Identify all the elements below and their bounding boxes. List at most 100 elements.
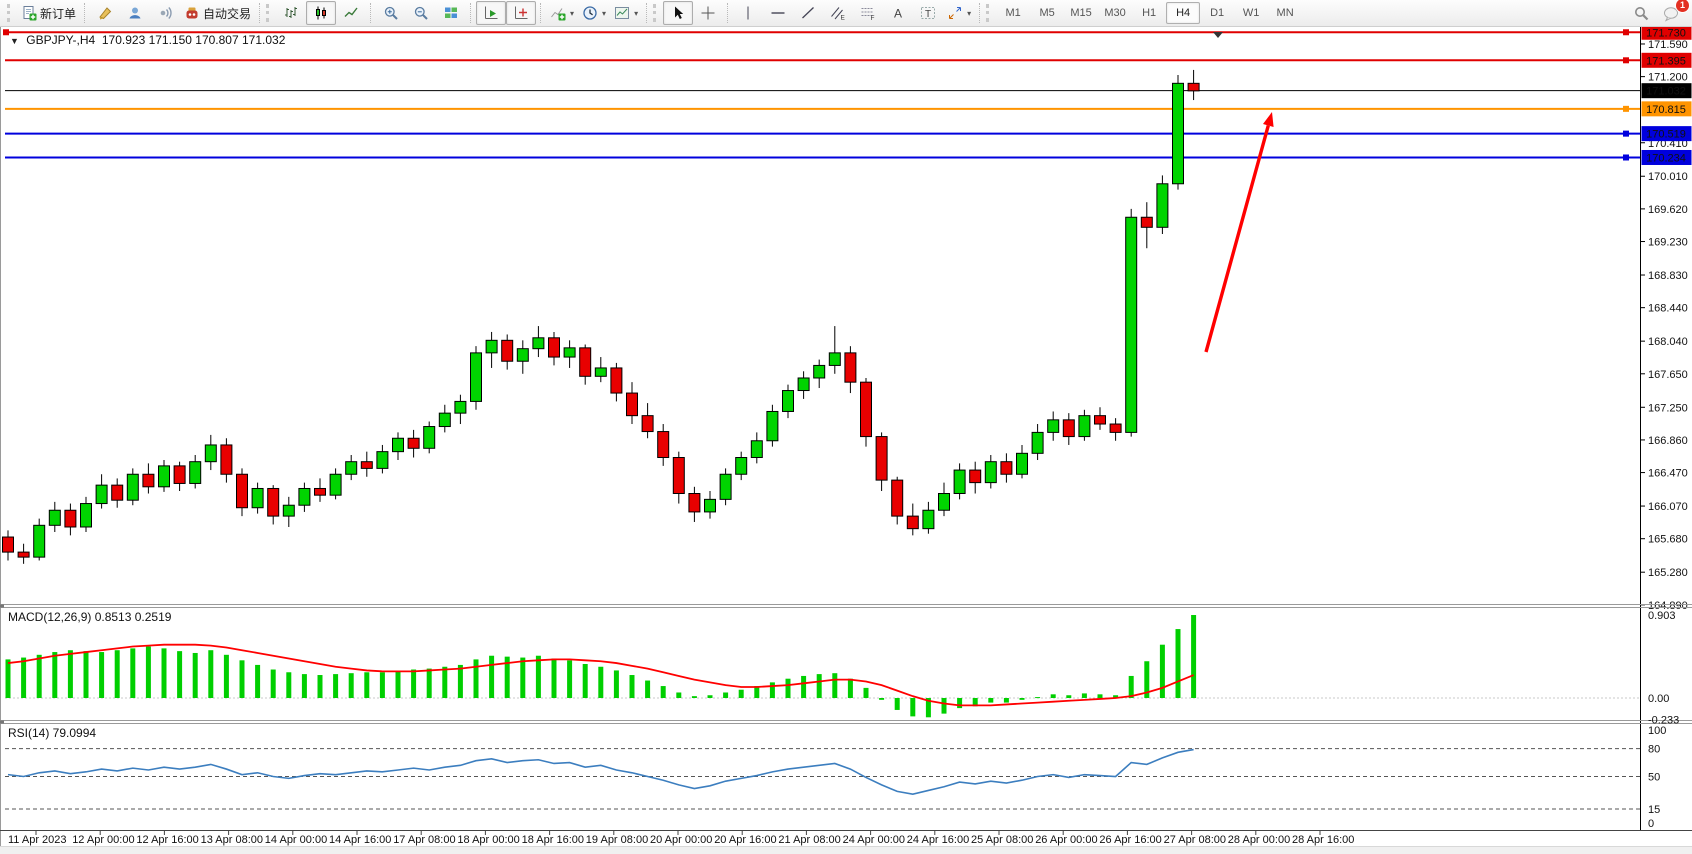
candle-body — [314, 487, 326, 496]
hline-handle[interactable] — [1623, 29, 1629, 36]
timeframe-m1[interactable]: M1 — [1005, 7, 1021, 19]
macd-bar — [1050, 694, 1056, 698]
timeframe-mn[interactable]: MN — [1276, 7, 1294, 19]
rsi-axis-label: 80 — [1648, 744, 1660, 756]
cursor-button[interactable] — [663, 1, 694, 25]
notifications-button[interactable]: 1 — [1656, 0, 1690, 25]
arrows-button[interactable]: ▾ — [943, 1, 975, 25]
macd-bar — [239, 660, 245, 698]
horizontal-line-button[interactable] — [763, 1, 793, 25]
horizontal-lines[interactable] — [3, 29, 1640, 161]
candle-body — [142, 473, 155, 488]
price-tick-label: 170.010 — [1648, 171, 1688, 183]
auto-scroll-button[interactable] — [476, 1, 507, 25]
fibonacci-button[interactable]: F — [853, 1, 883, 25]
toolbar-grip[interactable] — [266, 4, 272, 22]
macd-bar — [348, 673, 354, 698]
candle-body — [922, 509, 935, 530]
chart-title-collapse-icon[interactable]: ▼ — [10, 36, 19, 46]
channel-button[interactable]: E — [823, 1, 853, 25]
macd-bar — [660, 686, 666, 698]
brush-button[interactable] — [90, 1, 120, 25]
trendline-icon — [802, 7, 815, 19]
macd-bar — [1191, 615, 1197, 698]
new-order-button[interactable]: 新订单 — [17, 1, 80, 25]
toolbar-separator — [646, 3, 648, 23]
trend-arrow[interactable] — [1204, 112, 1274, 353]
timeframe-m5[interactable]: M5 — [1039, 7, 1055, 19]
price-badge-label: 171.730 — [1646, 27, 1686, 39]
price-axis[interactable]: 171.590171.200170.410170.010169.620169.2… — [1640, 24, 1692, 612]
timeframe-d1[interactable]: D1 — [1210, 7, 1225, 19]
macd-axis-label: -0.233 — [1648, 714, 1679, 726]
macd-bar — [816, 674, 822, 698]
macd-bar — [177, 651, 183, 698]
auto-scroll-icon — [485, 6, 498, 19]
autotrading-button[interactable]: 自动交易 — [180, 1, 255, 25]
candle-body — [1031, 431, 1044, 454]
macd-bar — [1175, 629, 1181, 698]
macd-bar — [1144, 661, 1150, 698]
macd-bar — [21, 657, 27, 698]
templates-icon — [615, 7, 630, 19]
panel-separator[interactable] — [0, 604, 1692, 608]
candle-body — [158, 465, 170, 488]
brush-icon — [99, 7, 112, 20]
toolbar-grip[interactable] — [986, 4, 992, 22]
zoom-out-button[interactable] — [406, 1, 436, 25]
price-tick-label: 167.250 — [1648, 402, 1688, 414]
vertical-line-button[interactable] — [733, 1, 763, 25]
chart-shift-marker[interactable] — [1213, 32, 1223, 38]
timeframe-h4[interactable]: H4 — [1166, 2, 1201, 24]
candle-body — [532, 337, 545, 350]
periods-button[interactable]: ▾ — [578, 1, 610, 25]
trendline-button[interactable] — [793, 1, 823, 25]
dropdown-caret: ▾ — [570, 8, 575, 18]
price-tick-label: 165.680 — [1648, 534, 1688, 546]
hline-handle[interactable] — [3, 29, 9, 36]
macd-bar — [691, 696, 697, 698]
macd-bar — [426, 668, 432, 698]
main-toolbar: 新订单 自动交易 ▾ — [0, 0, 1692, 27]
indicators-button[interactable]: ▾ — [546, 1, 578, 25]
time-axis[interactable]: 11 Apr 2023 12 Apr 00:00 12 Apr 16:00 13 Ap… — [0, 830, 1692, 847]
macd-bar — [863, 687, 869, 698]
zoom-in-button[interactable] — [376, 1, 406, 25]
timeframe-m30[interactable]: M30 — [1104, 7, 1126, 19]
price-tick-label: 166.470 — [1648, 468, 1688, 480]
line-chart-button[interactable] — [336, 1, 366, 25]
search-button[interactable] — [1626, 1, 1656, 25]
price-tick-label: 171.200 — [1648, 72, 1688, 84]
tile-windows-button[interactable] — [436, 1, 466, 25]
price-badge — [1641, 83, 1692, 99]
text-button[interactable]: A — [883, 1, 913, 25]
chart-shift-button[interactable] — [506, 1, 537, 25]
hline-handle[interactable] — [1623, 57, 1629, 64]
toolbar-grip[interactable] — [7, 4, 13, 22]
price-badge-label: 170.234 — [1646, 152, 1686, 164]
broadcast-button[interactable] — [150, 1, 180, 25]
hline-handle[interactable] — [1623, 154, 1629, 161]
crosshair-button[interactable] — [693, 1, 723, 25]
toolbar-grip[interactable] — [653, 4, 659, 22]
panel-separator[interactable] — [0, 720, 1692, 724]
bar-chart-button[interactable] — [276, 1, 306, 25]
hline-handle[interactable] — [1623, 130, 1629, 137]
macd-pane: 0.903 0.00 -0.233 — [5, 610, 1679, 726]
timeframe-m15[interactable]: M15 — [1070, 7, 1092, 19]
candlestick-button[interactable] — [306, 1, 337, 25]
hline-handle[interactable] — [1623, 105, 1629, 112]
candle-body — [485, 339, 498, 354]
community-button[interactable] — [120, 1, 150, 25]
macd-bar — [613, 670, 619, 698]
time-tick-label: 21 Apr 08:00 — [778, 834, 840, 846]
label-button[interactable]: T — [913, 1, 943, 25]
timeframe-w1[interactable]: W1 — [1242, 7, 1260, 19]
candle-body — [516, 348, 529, 362]
candle-body — [501, 339, 514, 362]
macd-bar — [910, 698, 916, 717]
templates-button[interactable]: ▾ — [610, 1, 642, 25]
timeframe-h1[interactable]: H1 — [1142, 7, 1157, 19]
price-tick-label: 166.070 — [1648, 501, 1688, 513]
